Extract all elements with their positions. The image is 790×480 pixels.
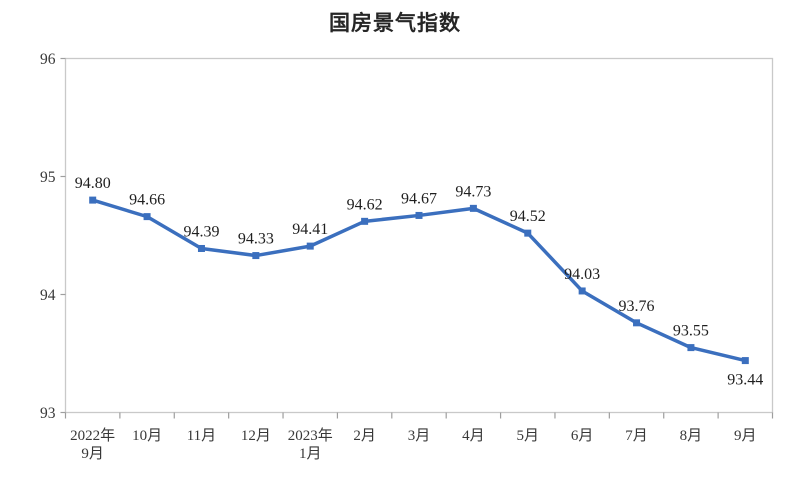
x-axis-label: 8月	[680, 428, 703, 444]
data-point-marker	[306, 242, 314, 250]
data-point-marker	[252, 252, 260, 260]
data-point-label: 94.33	[238, 231, 274, 248]
data-point-marker	[197, 244, 205, 252]
data-point-label: 94.41	[292, 221, 328, 238]
y-axis-label: 95	[40, 169, 56, 186]
data-point-label: 94.62	[347, 196, 383, 213]
x-axis-label: 2023年 1月	[288, 427, 333, 462]
x-axis-label: 10月	[132, 428, 162, 444]
data-point-label: 93.55	[673, 323, 709, 340]
x-axis-label: 7月	[625, 428, 648, 444]
y-axis-label: 96	[40, 51, 56, 68]
data-point-label: 93.76	[619, 298, 655, 315]
data-point-label: 94.66	[129, 192, 165, 209]
x-axis-label: 6月	[571, 428, 594, 444]
x-axis-label: 2022年 9月	[70, 427, 115, 462]
data-point-marker	[524, 229, 532, 237]
x-axis-label: 3月	[408, 428, 431, 444]
x-axis-label: 5月	[517, 428, 540, 444]
x-axis-label: 4月	[462, 428, 485, 444]
data-point-marker	[89, 196, 97, 204]
data-point-label: 94.03	[564, 266, 600, 283]
y-axis-label: 94	[40, 287, 56, 304]
data-point-marker	[687, 344, 695, 352]
y-axis-label: 93	[40, 405, 56, 422]
x-axis-label: 12月	[241, 428, 271, 444]
data-point-marker	[143, 213, 151, 221]
x-axis-label: 11月	[187, 428, 216, 444]
data-point-marker	[741, 357, 749, 365]
chart-title: 国房景气指数	[329, 12, 461, 35]
data-point-marker	[469, 204, 477, 212]
data-point-label: 93.44	[727, 372, 763, 389]
data-point-label: 94.67	[401, 190, 437, 207]
data-point-label: 94.39	[183, 223, 219, 240]
data-point-marker	[361, 217, 369, 225]
data-point-marker	[633, 319, 641, 327]
data-point-label: 94.52	[510, 208, 546, 225]
data-point-label: 94.80	[75, 175, 111, 192]
data-point-label: 94.73	[455, 183, 491, 200]
data-point-marker	[415, 211, 423, 219]
x-axis-label: 9月	[734, 428, 757, 444]
plot-area	[64, 57, 774, 414]
data-point-marker	[578, 287, 586, 295]
x-axis-label: 2月	[353, 428, 376, 444]
